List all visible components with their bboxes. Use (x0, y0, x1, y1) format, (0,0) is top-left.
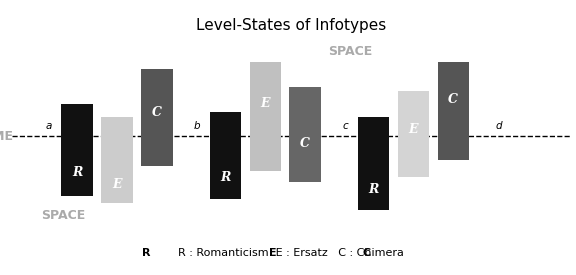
Text: d: d (496, 121, 502, 131)
Text: R: R (72, 166, 82, 179)
Text: E: E (260, 97, 270, 110)
Bar (249, 62, 281, 171)
Bar (62, 103, 93, 196)
Text: TIME: TIME (0, 130, 14, 143)
Text: R: R (142, 248, 151, 258)
Text: R: R (220, 171, 230, 184)
Text: c: c (342, 121, 348, 131)
Bar (141, 69, 173, 166)
Bar (101, 117, 132, 204)
Text: E: E (409, 123, 418, 136)
Bar (358, 117, 389, 210)
Text: E: E (112, 178, 122, 191)
Bar (290, 87, 321, 182)
Bar (438, 62, 469, 160)
Text: C: C (300, 138, 310, 150)
Text: a: a (46, 121, 52, 131)
Text: R : Romanticism  E : Ersatz   C : Chimera: R : Romanticism E : Ersatz C : Chimera (178, 248, 404, 258)
Text: b: b (194, 121, 200, 131)
Text: C: C (363, 248, 371, 258)
Bar (210, 112, 241, 199)
Bar (398, 90, 429, 177)
Text: Level-States of Infotypes: Level-States of Infotypes (196, 18, 386, 33)
Text: SPACE: SPACE (41, 209, 85, 222)
Text: E: E (269, 248, 277, 258)
Text: R: R (369, 183, 379, 196)
Text: C: C (152, 106, 162, 119)
Text: SPACE: SPACE (329, 45, 373, 58)
Text: C: C (448, 93, 458, 106)
